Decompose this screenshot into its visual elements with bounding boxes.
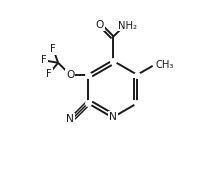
Text: F: F bbox=[50, 44, 56, 54]
Text: NH₂: NH₂ bbox=[118, 21, 137, 31]
Text: O: O bbox=[66, 70, 74, 80]
Text: F: F bbox=[46, 69, 52, 79]
Text: F: F bbox=[41, 55, 47, 65]
Text: N: N bbox=[66, 114, 74, 124]
Text: N: N bbox=[109, 112, 116, 122]
Text: O: O bbox=[95, 20, 104, 30]
Text: CH₃: CH₃ bbox=[155, 60, 174, 70]
